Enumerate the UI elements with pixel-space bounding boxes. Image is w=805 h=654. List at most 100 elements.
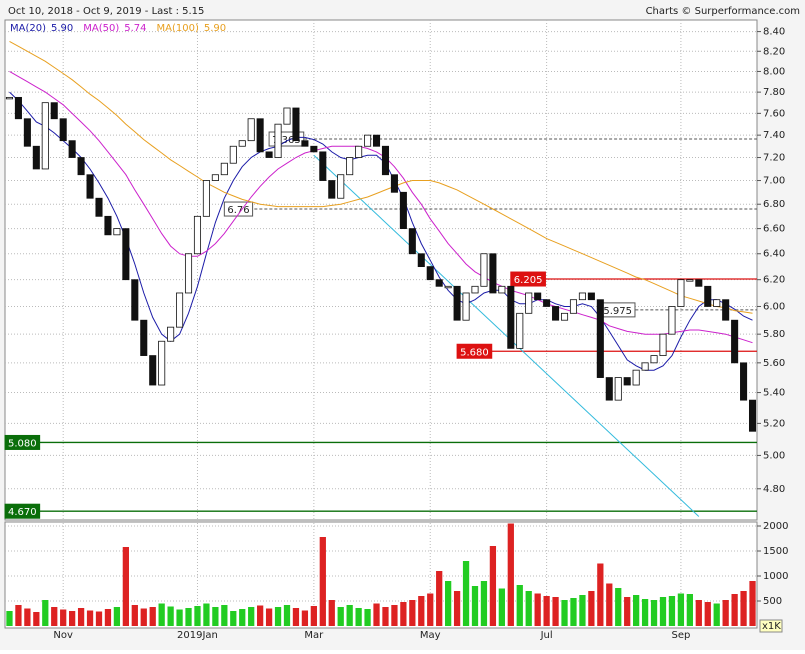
volume-bar [436, 571, 443, 626]
candle [113, 228, 121, 236]
y-tick-label: 7.40 [763, 130, 785, 141]
candle [68, 140, 76, 158]
candle [158, 340, 166, 386]
y-tick-label: 7.20 [763, 153, 785, 164]
candle [140, 319, 148, 356]
volume-bar [212, 607, 219, 626]
legend-name: MA(20) [10, 23, 46, 34]
volume-bar [713, 603, 720, 626]
legend-value: 5.74 [124, 23, 146, 34]
candle [310, 145, 318, 153]
volume-bar [337, 607, 344, 626]
level-box [4, 503, 41, 519]
candle [623, 377, 631, 386]
candle [453, 285, 461, 321]
volume-bar [382, 607, 389, 626]
volume-bar [579, 595, 586, 626]
volume-bar [274, 607, 282, 626]
candle [596, 299, 604, 378]
candle [238, 140, 246, 147]
volume-bar [176, 609, 183, 626]
volume-bar [51, 607, 58, 626]
volume-bar [95, 611, 103, 626]
candle [220, 162, 228, 176]
candle [659, 333, 667, 356]
volume-bar [588, 591, 595, 626]
candle [480, 253, 488, 287]
candle [560, 312, 569, 321]
level-tag: 6.205 [510, 271, 546, 287]
candle [552, 306, 560, 321]
volume-bar [427, 593, 434, 626]
candle [722, 299, 730, 321]
y-tick-label: 8.40 [763, 27, 785, 38]
candle [686, 279, 694, 282]
volume-bar [552, 597, 559, 626]
volume-bar [257, 605, 264, 626]
volume-bar [489, 546, 497, 626]
header-credit: Charts © Surperformance.com [646, 6, 800, 17]
candle [167, 326, 175, 342]
volume-bar [167, 606, 174, 626]
candle [426, 266, 434, 281]
candle [713, 299, 721, 307]
volume-bar [409, 600, 416, 626]
candle [641, 362, 649, 371]
candle [337, 174, 345, 199]
volume-bar [364, 609, 371, 626]
volume-bar [650, 600, 658, 626]
candle [50, 102, 58, 120]
x-tick-label: Nov [53, 630, 73, 641]
y-tick-label: 6.60 [763, 224, 785, 235]
y-tick-label: 5.60 [763, 358, 785, 369]
ma-line [9, 91, 753, 371]
volume-bar [230, 611, 237, 626]
level-label: 5.680 [460, 347, 489, 358]
candle [328, 180, 336, 199]
volume-bar [641, 599, 649, 626]
candle [292, 107, 300, 142]
volume-bar [310, 606, 317, 626]
candle [534, 292, 542, 301]
y-tick-label: 500 [763, 596, 782, 607]
candle [748, 399, 757, 432]
candle [632, 369, 640, 386]
legend-value: 5.90 [204, 23, 226, 34]
volume-bar [42, 600, 49, 626]
candle [176, 292, 184, 328]
level-box [4, 434, 41, 450]
volume-bar [283, 605, 291, 626]
volume-bar [33, 612, 40, 626]
volume-bar [668, 596, 676, 626]
candle [301, 140, 309, 147]
candle [355, 145, 363, 158]
candle [319, 151, 327, 181]
volume-bar [158, 603, 165, 626]
volume-bar [418, 596, 425, 626]
volume-bar [686, 594, 693, 626]
volume-bar [633, 595, 640, 626]
candle [5, 96, 14, 100]
x-tick-label: Jul [540, 630, 553, 641]
candle [59, 118, 67, 142]
candle [95, 197, 103, 217]
candle [731, 319, 739, 364]
level-tag: 6.76 [223, 201, 254, 217]
y-tick-label: 6.20 [763, 275, 785, 286]
volume-bar [122, 547, 129, 626]
candle [23, 118, 31, 147]
candle [211, 174, 219, 181]
candle [131, 279, 139, 321]
candle [435, 279, 443, 287]
candle [650, 355, 658, 364]
candle [274, 123, 282, 158]
candle [471, 285, 479, 294]
y-tick-label: 8.00 [763, 66, 785, 77]
volume-bar [749, 581, 756, 626]
volume-bar [615, 588, 622, 626]
volume-bar [561, 600, 568, 626]
volume-bar [373, 603, 380, 626]
volume-bar [570, 598, 577, 626]
y-tick-label: 5.40 [763, 388, 785, 399]
